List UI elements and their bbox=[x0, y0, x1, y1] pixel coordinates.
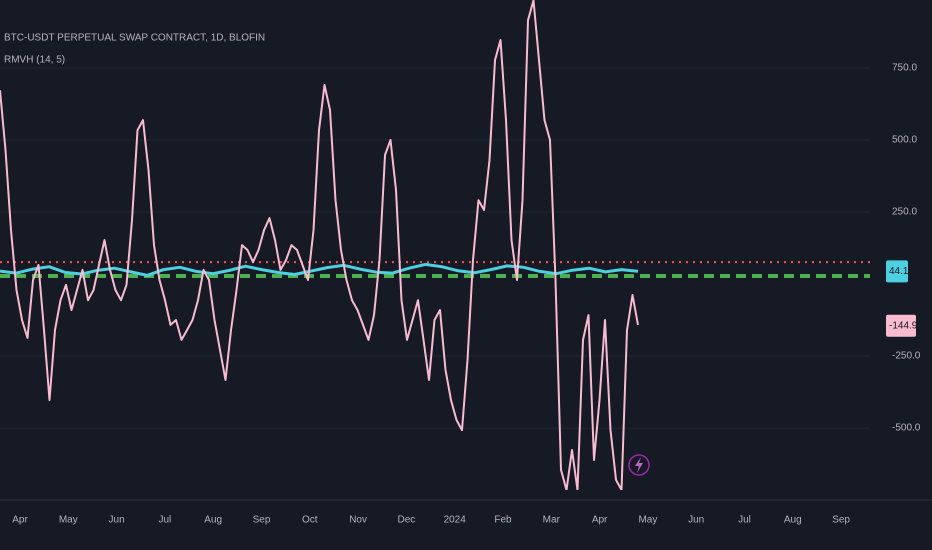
x-tick-label: Apr bbox=[592, 515, 608, 526]
y-tick-label: 750.0 bbox=[892, 63, 917, 74]
x-tick-label: Apr bbox=[12, 515, 28, 526]
x-tick-label: Mar bbox=[543, 515, 561, 526]
x-tick-label: Jun bbox=[109, 515, 125, 526]
x-tick-label: Dec bbox=[398, 515, 416, 526]
x-tick-label: Jul bbox=[738, 515, 751, 526]
plot-area bbox=[0, 0, 870, 490]
chart-title: BTC-USDT PERPETUAL SWAP CONTRACT, 1D, BL… bbox=[4, 33, 265, 44]
x-tick-label: Aug bbox=[784, 515, 802, 526]
y-tick-label: -500.0 bbox=[892, 423, 921, 434]
y-tick-label: 250.0 bbox=[892, 207, 917, 218]
series-line bbox=[0, 262, 639, 277]
x-tick-label: Jun bbox=[688, 515, 704, 526]
x-tick-label: Aug bbox=[204, 515, 222, 526]
y-tick-label: -250.0 bbox=[892, 351, 921, 362]
x-tick-label: Jul bbox=[159, 515, 172, 526]
x-tick-label: Sep bbox=[253, 515, 271, 526]
last-value-box bbox=[886, 314, 916, 337]
x-tick-label: Oct bbox=[302, 515, 318, 526]
last-value-box bbox=[886, 260, 908, 283]
x-tick-label: Feb bbox=[494, 515, 512, 526]
last-value-label: -144.9 bbox=[889, 320, 918, 331]
lightning-icon[interactable] bbox=[628, 454, 650, 476]
x-tick-label: May bbox=[638, 515, 657, 526]
x-tick-label: Sep bbox=[832, 515, 850, 526]
x-tick-label: 2024 bbox=[444, 515, 467, 526]
indicator-name: RMVH (14, 5) bbox=[4, 55, 65, 66]
x-tick-label: May bbox=[59, 515, 78, 526]
series-line bbox=[0, 0, 639, 490]
last-value-label: 44.1 bbox=[889, 266, 909, 277]
x-tick-label: Nov bbox=[349, 515, 367, 526]
y-tick-label: 500.0 bbox=[892, 135, 917, 146]
